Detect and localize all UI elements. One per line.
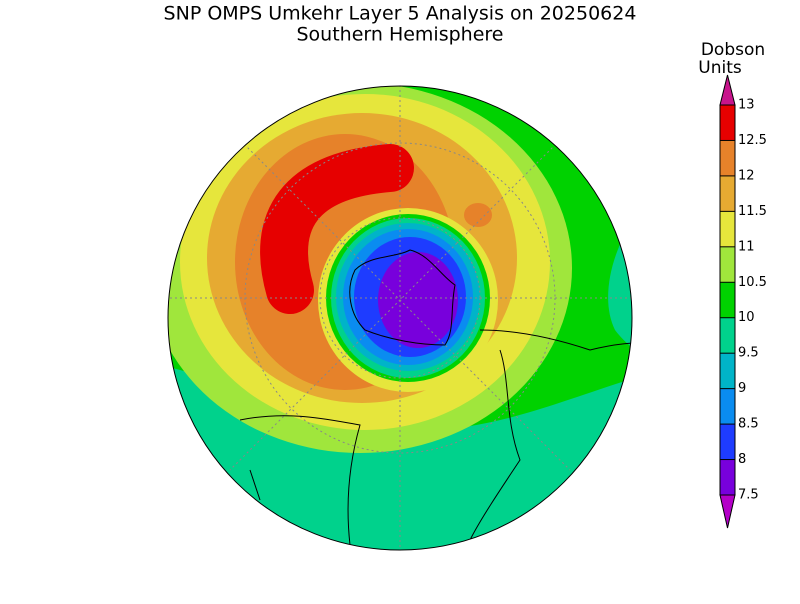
map — [168, 86, 632, 550]
unit-label: Dobson — [701, 40, 765, 60]
colorbar-segment — [720, 175, 735, 212]
colorbar-label: 9 — [738, 381, 746, 396]
colorbar-segment — [720, 388, 735, 425]
colorbar-label: 11 — [738, 239, 755, 254]
title: SNP OMPS Umkehr Layer 5 Analysis on 2025… — [164, 3, 637, 25]
colorbar-segment — [720, 140, 735, 176]
colorbar-label: 9.5 — [738, 346, 759, 361]
colorbar-segment — [720, 353, 735, 389]
colorbar-label: 7.5 — [738, 488, 759, 503]
colorbar-segment — [720, 459, 735, 495]
unit-label: Units — [698, 58, 742, 78]
colorbar-label: 12 — [738, 168, 755, 183]
colorbar-segment — [720, 317, 735, 354]
colorbar-label: 8 — [738, 452, 746, 467]
subtitle: Southern Hemisphere — [296, 24, 503, 46]
colorbar-segment — [720, 282, 735, 318]
colorbar-label: 11.5 — [738, 204, 767, 219]
colorbar-segment — [720, 424, 735, 460]
colorbar-label: 10 — [738, 310, 755, 325]
colorbar-segment — [720, 105, 735, 141]
colorbar-label: 10.5 — [738, 275, 767, 290]
colorbar-label: 8.5 — [738, 417, 759, 432]
colorbar-segment — [720, 211, 735, 247]
colorbar-segment — [720, 246, 735, 283]
map-border — [167, 85, 633, 551]
colorbar-label: 13 — [738, 98, 755, 113]
colorbar-label: 12.5 — [738, 133, 767, 148]
